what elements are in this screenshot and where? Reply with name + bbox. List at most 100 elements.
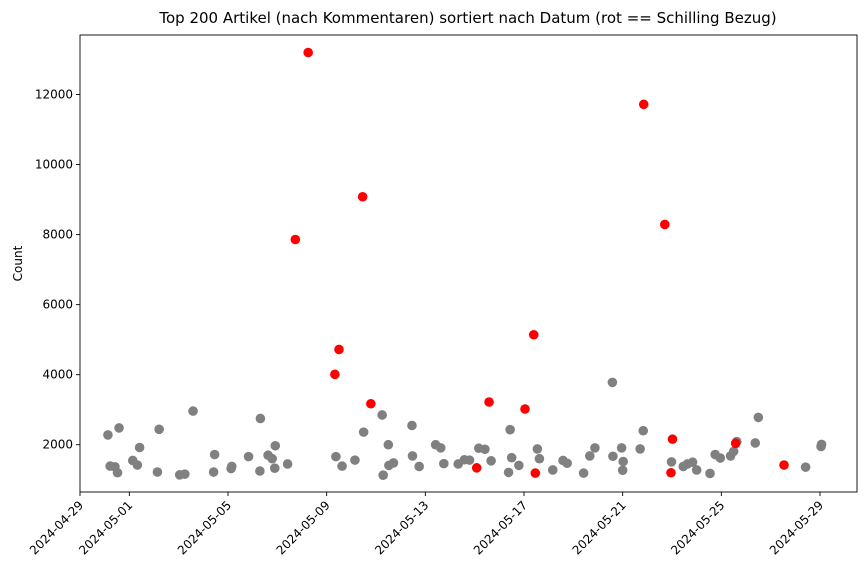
x-tick-label: 2024-05-05 <box>175 498 234 557</box>
gray-point <box>255 466 265 476</box>
gray-point <box>547 465 558 475</box>
red-point <box>334 344 344 355</box>
gray-point <box>503 467 514 478</box>
gray-point <box>617 465 628 476</box>
gray-point <box>728 446 739 457</box>
gray-point <box>208 467 219 477</box>
gray-point <box>383 439 394 450</box>
red-point <box>520 404 530 414</box>
gray-point <box>750 438 761 448</box>
gray-point <box>378 470 388 480</box>
gray-point <box>114 423 124 433</box>
gray-point <box>407 420 417 431</box>
gray-point <box>350 455 360 465</box>
red-point <box>290 234 301 245</box>
gray-point <box>816 439 827 450</box>
gray-point <box>358 427 369 437</box>
chart-title: Top 200 Artikel (nach Kommentaren) sorti… <box>158 9 776 27</box>
gray-point <box>112 467 123 478</box>
red-point <box>303 47 313 58</box>
gray-point <box>388 458 399 468</box>
gray-point <box>691 465 702 475</box>
y-axis-label: Count <box>11 245 25 281</box>
y-axis: 2000 4000 6000 8000 10000 12000 <box>35 88 80 452</box>
gray-point <box>590 443 600 453</box>
x-tick-label: 2024-05-21 <box>570 498 629 557</box>
gray-point <box>267 453 277 464</box>
gray-point <box>132 460 143 470</box>
gray-point <box>534 453 545 464</box>
gray-point <box>134 442 145 453</box>
gray-point <box>464 455 475 465</box>
gray-point <box>480 444 490 455</box>
y-tick-label: 2000 <box>42 438 73 452</box>
gray-point <box>753 412 764 423</box>
gray-point <box>209 449 220 460</box>
gray-point <box>226 461 237 472</box>
y-tick-label: 10000 <box>35 158 73 172</box>
gray-point <box>377 410 387 420</box>
y-tick-label: 12000 <box>35 88 73 102</box>
x-tick-label: 2024-05-09 <box>274 498 333 557</box>
gray-point <box>152 467 163 477</box>
gray-point <box>562 458 572 469</box>
gray-point <box>608 451 618 462</box>
red-point <box>330 369 340 380</box>
gray-point <box>439 458 449 469</box>
red-point <box>357 191 368 202</box>
red-point <box>660 219 670 230</box>
gray-point <box>255 413 266 424</box>
red-point <box>484 397 494 407</box>
red-point <box>666 467 676 478</box>
red-point <box>730 438 741 449</box>
red-point <box>667 434 678 444</box>
gray-point <box>269 463 280 473</box>
gray-point <box>715 453 726 463</box>
gray-point <box>282 459 293 469</box>
red-point <box>366 398 376 409</box>
gray-point <box>486 456 496 466</box>
gray-point <box>188 406 198 416</box>
red-point <box>779 460 789 470</box>
y-tick-label: 4000 <box>42 368 73 382</box>
gray-point <box>638 425 649 436</box>
gray-point <box>635 444 645 454</box>
gray-point <box>414 461 424 472</box>
gray-point <box>243 451 254 462</box>
gray-point <box>337 461 347 471</box>
gray-point <box>103 430 113 440</box>
gray-point <box>180 469 190 479</box>
gray-point <box>331 451 341 462</box>
gray-point <box>618 456 628 467</box>
x-tick-label: 2024-05-13 <box>372 498 431 557</box>
gray-point <box>435 443 446 453</box>
x-tick-label: 2024-05-29 <box>767 498 826 557</box>
gray-point <box>532 444 543 454</box>
gray-point <box>506 452 517 463</box>
x-tick-label: 2024-05-17 <box>471 498 530 557</box>
y-tick-label: 6000 <box>42 298 73 312</box>
plot-frame <box>79 34 858 493</box>
gray-point <box>666 457 677 467</box>
gray-point <box>584 451 595 461</box>
gray-point <box>616 443 627 453</box>
gray-point <box>607 377 618 388</box>
gray-point <box>687 457 698 468</box>
gray-point <box>270 440 281 451</box>
gray-point <box>407 451 418 461</box>
gray-point <box>154 424 164 435</box>
red-point <box>471 463 482 473</box>
x-tick-label: 2024-05-01 <box>76 498 135 557</box>
y-tick-label: 8000 <box>42 228 73 242</box>
gray-point <box>578 468 589 478</box>
red-point <box>528 329 539 340</box>
data-points <box>103 47 827 480</box>
red-point <box>530 468 541 478</box>
gray-point <box>514 460 524 471</box>
gray-point <box>705 468 715 479</box>
gray-point <box>505 424 515 435</box>
x-tick-label: 2024-05-25 <box>668 498 727 557</box>
red-point <box>638 99 649 110</box>
